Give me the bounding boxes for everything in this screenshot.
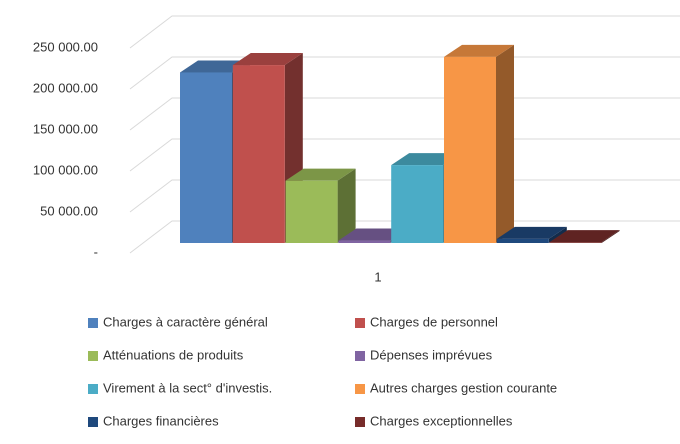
bar: [496, 226, 567, 243]
legend-label: Charges à caractère général: [103, 314, 268, 329]
bar-top: [232, 53, 303, 66]
y-tick-label: -: [94, 244, 98, 259]
bar-side: [601, 230, 620, 243]
legend-swatch: [355, 384, 365, 394]
bar: [444, 44, 514, 243]
bar-front: [496, 238, 549, 243]
legend-label: Charges de personnel: [370, 314, 498, 329]
bar-top: [444, 44, 514, 57]
y-tick-label: 150 000.00: [33, 121, 98, 136]
bar-top: [180, 60, 250, 73]
legend-swatch: [88, 417, 98, 427]
legend-swatch: [355, 318, 365, 328]
bar-top: [338, 228, 409, 241]
legend-label: Virement à la sect° d'investis.: [103, 380, 272, 395]
y-tick-label: 50 000.00: [40, 203, 98, 218]
bar-front: [549, 242, 602, 243]
grid-line: [129, 15, 680, 49]
y-tick-label: 250 000.00: [33, 39, 98, 54]
bar-side: [496, 44, 514, 243]
legend-label: Charges financières: [103, 413, 219, 428]
legend-label: Atténuations de produits: [103, 347, 244, 362]
bar-front: [285, 180, 338, 243]
legend-label: Charges exceptionnelles: [370, 413, 513, 428]
y-tick-label: 200 000.00: [33, 80, 98, 95]
legend-label: Dépenses imprévues: [370, 347, 493, 362]
bar-top: [496, 226, 567, 239]
bar-top: [285, 168, 356, 181]
bar-front: [444, 56, 496, 243]
x-tick-label: 1: [374, 269, 381, 284]
bar-front: [180, 72, 232, 243]
y-tick-label: 100 000.00: [33, 162, 98, 177]
bar: [285, 168, 356, 243]
bar-side: [337, 168, 356, 243]
legend-swatch: [88, 351, 98, 361]
bar-front: [391, 165, 444, 243]
legend-swatch: [355, 351, 365, 361]
legend-label: Autres charges gestion courante: [370, 380, 557, 395]
bar-top: [549, 230, 620, 243]
bar: [549, 230, 620, 243]
bar-front: [338, 240, 391, 243]
bar-top: [391, 153, 462, 166]
legend-swatch: [88, 384, 98, 394]
legend-swatch: [355, 417, 365, 427]
bar-front: [232, 65, 285, 243]
legend-swatch: [88, 318, 98, 328]
bar-side: [548, 226, 567, 243]
